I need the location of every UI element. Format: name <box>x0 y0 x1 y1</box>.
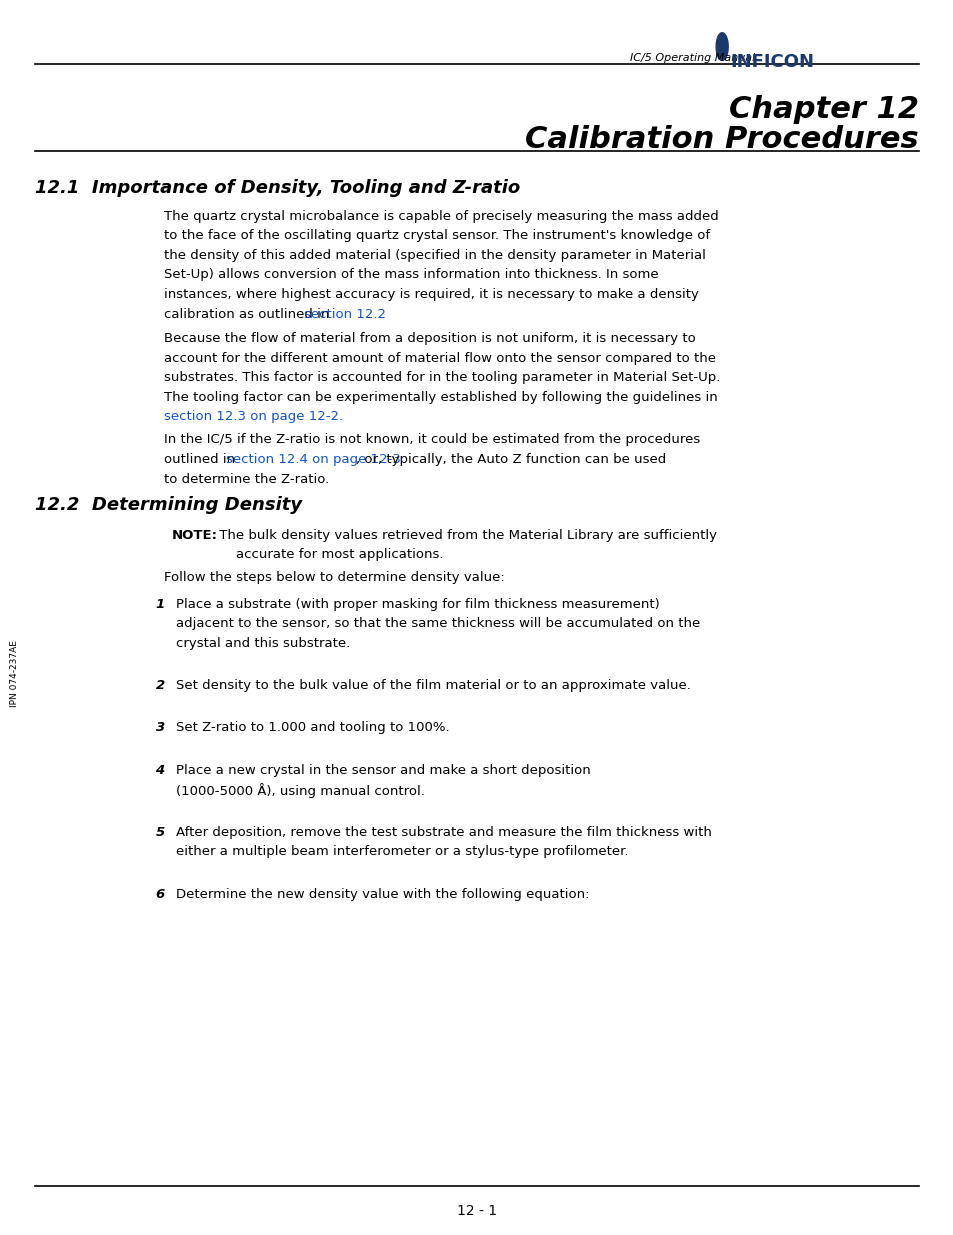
Text: INFICON: INFICON <box>730 53 814 72</box>
Text: section 12.3 on page 12-2.: section 12.3 on page 12-2. <box>164 410 343 424</box>
Text: 5: 5 <box>155 826 165 839</box>
Text: Determine the new density value with the following equation:: Determine the new density value with the… <box>176 888 589 900</box>
Text: 3: 3 <box>155 721 165 735</box>
Text: The bulk density values retrieved from the Material Library are sufficiently: The bulk density values retrieved from t… <box>214 529 716 542</box>
Text: Set-Up) allows conversion of the mass information into thickness. In some: Set-Up) allows conversion of the mass in… <box>164 268 658 282</box>
Text: account for the different amount of material flow onto the sensor compared to th: account for the different amount of mate… <box>164 352 716 364</box>
Text: either a multiple beam interferometer or a stylus-type profilometer.: either a multiple beam interferometer or… <box>176 845 628 858</box>
Text: adjacent to the sensor, so that the same thickness will be accumulated on the: adjacent to the sensor, so that the same… <box>176 618 700 630</box>
Text: The quartz crystal microbalance is capable of precisely measuring the mass added: The quartz crystal microbalance is capab… <box>164 210 718 224</box>
Text: section 12.4 on page 12-3: section 12.4 on page 12-3 <box>226 453 401 466</box>
Text: Place a substrate (with proper masking for film thickness measurement): Place a substrate (with proper masking f… <box>176 598 659 611</box>
Text: substrates. This factor is accounted for in the tooling parameter in Material Se: substrates. This factor is accounted for… <box>164 372 720 384</box>
Text: crystal and this substrate.: crystal and this substrate. <box>176 637 351 650</box>
Text: IC/5 Operating Manual: IC/5 Operating Manual <box>629 53 754 63</box>
Text: outlined in: outlined in <box>164 453 239 466</box>
Text: NOTE:: NOTE: <box>172 529 217 542</box>
Text: .: . <box>367 308 371 321</box>
Text: the density of this added material (specified in the density parameter in Materi: the density of this added material (spec… <box>164 249 705 262</box>
Text: 12.2  Determining Density: 12.2 Determining Density <box>35 496 302 515</box>
Text: 12.1  Importance of Density, Tooling and Z-ratio: 12.1 Importance of Density, Tooling and … <box>35 179 520 198</box>
Text: Follow the steps below to determine density value:: Follow the steps below to determine dens… <box>164 571 504 584</box>
Text: 4: 4 <box>155 763 165 777</box>
Text: (1000-5000 Å), using manual control.: (1000-5000 Å), using manual control. <box>176 783 425 798</box>
Text: After deposition, remove the test substrate and measure the film thickness with: After deposition, remove the test substr… <box>176 826 712 839</box>
Text: to determine the Z-ratio.: to determine the Z-ratio. <box>164 473 329 485</box>
Text: instances, where highest accuracy is required, it is necessary to make a density: instances, where highest accuracy is req… <box>164 288 699 301</box>
Text: section 12.2: section 12.2 <box>304 308 386 321</box>
Text: Because the flow of material from a deposition is not uniform, it is necessary t: Because the flow of material from a depo… <box>164 332 695 346</box>
Text: Place a new crystal in the sensor and make a short deposition: Place a new crystal in the sensor and ma… <box>176 763 591 777</box>
Text: to the face of the oscillating quartz crystal sensor. The instrument's knowledge: to the face of the oscillating quartz cr… <box>164 230 709 242</box>
Text: Set Z-ratio to 1.000 and tooling to 100%.: Set Z-ratio to 1.000 and tooling to 100%… <box>176 721 450 735</box>
Text: In the IC/5 if the Z-ratio is not known, it could be estimated from the procedur: In the IC/5 if the Z-ratio is not known,… <box>164 433 700 447</box>
Text: IPN 074-237AE: IPN 074-237AE <box>10 640 19 706</box>
Text: Set density to the bulk value of the film material or to an approximate value.: Set density to the bulk value of the fil… <box>176 679 691 692</box>
Text: Chapter 12: Chapter 12 <box>728 95 918 124</box>
Text: accurate for most applications.: accurate for most applications. <box>235 548 443 561</box>
Text: calibration as outlined in: calibration as outlined in <box>164 308 334 321</box>
Text: Calibration Procedures: Calibration Procedures <box>524 125 918 153</box>
Text: , or, typically, the Auto Z function can be used: , or, typically, the Auto Z function can… <box>356 453 666 466</box>
Text: 6: 6 <box>155 888 165 900</box>
Text: 12 - 1: 12 - 1 <box>456 1204 497 1218</box>
Text: 1: 1 <box>155 598 165 611</box>
Text: 2: 2 <box>155 679 165 692</box>
Text: The tooling factor can be experimentally established by following the guidelines: The tooling factor can be experimentally… <box>164 390 717 404</box>
Polygon shape <box>716 33 727 61</box>
